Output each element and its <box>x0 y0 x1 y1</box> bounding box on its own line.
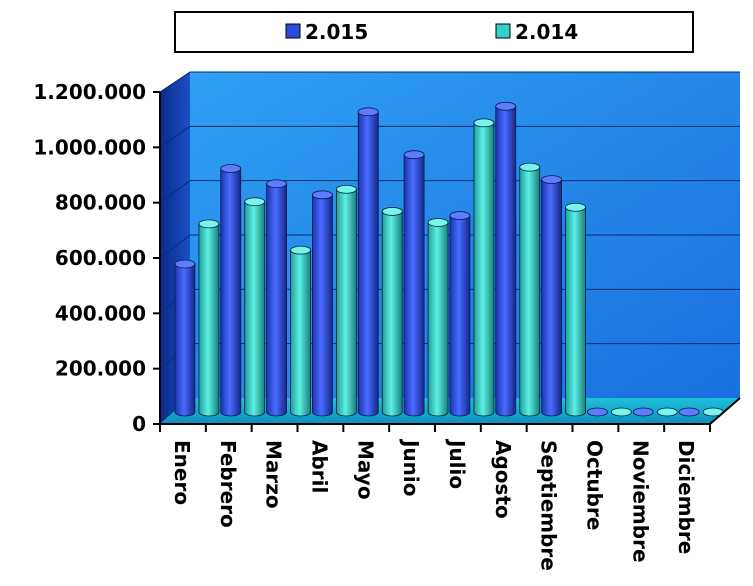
x-tick-label: Julio <box>445 438 469 489</box>
x-tick-label: Diciembre <box>674 440 698 554</box>
bar-cap <box>427 218 449 227</box>
bar-body <box>449 215 471 417</box>
bar-2.015-Octubre <box>587 407 608 417</box>
y-axis-ticks: 0 200.000 400.000 600.000 800.000 1.000.000 1.… <box>33 80 160 436</box>
bar-cap <box>656 407 678 417</box>
bar-cap <box>244 197 266 207</box>
x-tick-label: Noviembre <box>628 440 652 563</box>
bar-2.015-Noviembre <box>632 407 654 417</box>
bar-2.014-Abril <box>336 184 357 417</box>
bar-cap <box>381 207 403 216</box>
bar-cap <box>541 175 562 185</box>
x-axis-depth-line <box>709 397 741 425</box>
legend: 2.015 2.014 <box>174 11 694 53</box>
y-tick-label: 200.000 <box>55 357 146 381</box>
x-tick-label: Septiembre <box>537 440 561 571</box>
bar-cap <box>473 118 495 128</box>
bar-2.014-Septiembre <box>565 202 586 417</box>
bar-2.015-Febrero <box>220 164 242 417</box>
legend-box <box>174 11 694 53</box>
gridline-side <box>159 125 191 148</box>
bar-body <box>381 211 403 417</box>
x-tick-label: Mayo <box>353 440 377 500</box>
bar-body <box>403 154 425 417</box>
x-axis-labels: Enero Febrero Marzo Abril Mayo Junio Julio Agos… <box>170 438 698 571</box>
bar-2.015-Diciembre <box>678 407 700 417</box>
gridline-side <box>159 180 191 204</box>
gridline-side <box>159 234 191 259</box>
bar-body <box>336 188 357 417</box>
bar-2.014-Noviembre <box>656 407 678 417</box>
bar-cap <box>565 202 586 212</box>
bar-cap <box>220 164 242 173</box>
bar-2.015-Septiembre <box>541 175 562 417</box>
bar-cap <box>519 162 541 172</box>
bar-cap <box>449 211 471 220</box>
bar-cap <box>174 259 196 269</box>
bar-2.015-Marzo <box>266 179 287 417</box>
legend-swatch-2014 <box>495 23 511 39</box>
bar-cap <box>587 407 608 417</box>
y-tick-label: 1.200.000 <box>33 80 146 104</box>
bar-body <box>495 105 517 417</box>
x-tick-label: Marzo <box>262 440 286 509</box>
bar-cap <box>632 407 654 417</box>
bar-2.015-Agosto <box>495 101 517 417</box>
x-axis-ticks <box>159 424 711 432</box>
legend-label-2015: 2.015 <box>305 20 368 44</box>
x-tick-label: Enero <box>170 440 194 505</box>
bar-2.014-Julio <box>473 118 495 417</box>
bar-body <box>290 249 311 417</box>
bar-body <box>541 179 562 417</box>
bar-body <box>357 111 379 417</box>
bar-2.014-Octubre <box>611 407 632 417</box>
bar-cap <box>266 179 287 189</box>
bar-2.015-Junio <box>403 150 425 417</box>
bar-2.014-Agosto <box>519 162 541 417</box>
bar-2.014-Enero <box>198 219 220 417</box>
bar-2.015-Mayo <box>357 107 379 417</box>
bar-cap <box>290 245 311 255</box>
y-tick-label: 800.000 <box>55 191 146 215</box>
x-tick-label: Octubre <box>582 440 606 530</box>
bar-cap <box>312 190 333 200</box>
x-tick-label: Abril <box>307 440 331 493</box>
bar-body <box>519 166 541 417</box>
bar-2.014-Marzo <box>290 245 311 417</box>
bar-cap <box>495 101 517 111</box>
bar-2.014-Febrero <box>244 197 266 417</box>
bar-2.015-Abril <box>312 190 333 417</box>
y-tick-label: 0 <box>132 412 146 436</box>
bars <box>174 101 724 417</box>
bar-body <box>198 223 220 417</box>
bar-body <box>244 201 266 417</box>
bar-cap <box>198 219 220 229</box>
bar-2.015-Enero <box>174 259 196 417</box>
bar-body <box>427 222 449 417</box>
legend-swatch-2015 <box>285 23 301 39</box>
bar-body <box>565 206 586 417</box>
bar-body <box>312 194 333 417</box>
bar-body <box>220 168 242 417</box>
x-tick-label: Agosto <box>491 440 515 519</box>
bar-body <box>174 263 196 417</box>
bar-2.014-Junio <box>427 218 449 417</box>
bar-cap <box>611 407 632 417</box>
bar-cap <box>357 107 379 117</box>
bar-cap <box>678 407 700 417</box>
y-tick-label: 600.000 <box>55 246 146 270</box>
bar-body <box>266 183 287 417</box>
bar-body <box>473 122 495 417</box>
legend-label-2014: 2.014 <box>515 20 578 44</box>
bar-2.015-Julio <box>449 211 471 417</box>
bar-cap <box>403 150 425 160</box>
x-tick-label: Febrero <box>216 440 240 528</box>
y-tick-label: 1.000.000 <box>33 135 146 159</box>
bar-2.014-Mayo <box>381 207 403 417</box>
y-tick-label: 400.000 <box>55 301 146 325</box>
x-tick-label: Junio <box>399 438 423 497</box>
gridline-side <box>159 71 191 93</box>
bar-cap <box>336 184 357 194</box>
